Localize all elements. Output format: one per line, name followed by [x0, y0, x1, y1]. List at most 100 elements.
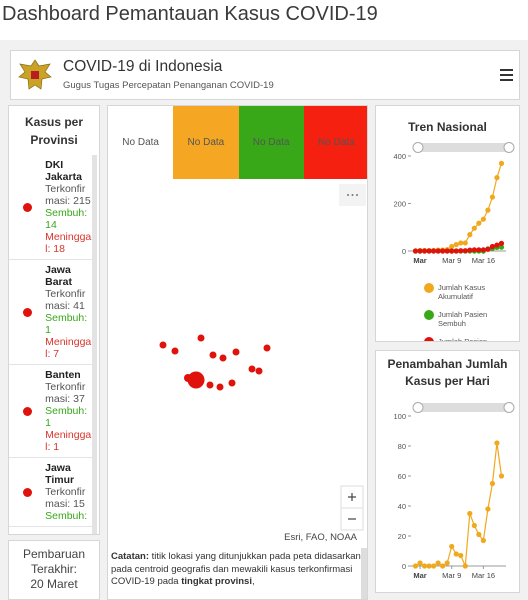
case-dot — [248, 365, 256, 373]
province-name: Jawa Timur — [45, 462, 75, 486]
recovered-label: Sembuh: — [45, 312, 88, 324]
y-tick-label: 200 — [393, 200, 406, 209]
data-point — [498, 160, 505, 166]
recovered-line: Sembuh: 1 — [45, 312, 92, 336]
legend-label: Jumlah Kasus Akumulatif — [438, 283, 486, 301]
legend-box: No Data — [173, 106, 239, 179]
emblem — [18, 59, 52, 90]
case-dot — [159, 341, 167, 349]
map-note: Catatan: titik lokasi yang ditunjukkan p… — [111, 551, 361, 589]
update-panel: Pembaruan Terakhir: 20 Maret — [8, 540, 100, 600]
case-dot — [216, 383, 224, 391]
deaths-value: 1 — [53, 441, 60, 453]
dot-mark — [22, 487, 32, 497]
data-point — [462, 240, 468, 246]
province-item: Jawa Barat Terkonfirmasi: 41 Sembuh: 1 Meni… — [9, 260, 92, 365]
title-bar: Dashboard Pemantauan Kasus COVID-19 — [0, 0, 528, 40]
y-tick-label: 100 — [393, 412, 406, 421]
data-point — [453, 551, 459, 557]
deaths-label: Meninggal: — [45, 336, 92, 360]
data-point — [444, 560, 450, 566]
range-slider — [416, 143, 511, 152]
province-text: Jawa Barat Terkonfirmasi: 41 Sembuh: 1 Meni… — [45, 264, 92, 360]
confirmed-line: Terkonfirmasi: 37 — [45, 381, 92, 405]
more-dot — [347, 194, 349, 196]
province-name: Jawa Barat — [45, 264, 72, 288]
confirmed-label: Terkonfirmasi: — [45, 486, 86, 510]
data-point — [494, 440, 500, 446]
legend-label: Jumlah Pasien Sembuh — [438, 310, 488, 328]
legend-box: No Data — [238, 106, 304, 179]
province-name: Banten — [45, 369, 81, 381]
province-dot — [9, 462, 45, 522]
data-point — [476, 531, 482, 538]
series-line — [415, 163, 503, 252]
deaths-label: Meninggal: — [45, 429, 92, 453]
data-point — [412, 248, 419, 254]
data-point — [498, 240, 505, 246]
data-point — [440, 248, 446, 254]
legend-box: No Data — [108, 106, 174, 179]
recovered-value: 14 — [45, 219, 57, 231]
deaths-line: Meninggal: 18 — [45, 231, 92, 255]
dot-mark — [22, 202, 32, 212]
legend-label: Jumlah Pasien Meninggal — [438, 337, 488, 342]
confirmed-line: Terkonfirmasi: 41 — [45, 288, 92, 312]
scrollbar — [361, 548, 367, 599]
recovered-label: Sembuh: — [45, 510, 88, 522]
case-dots — [159, 334, 271, 391]
case-dot — [187, 371, 205, 389]
confirmed-value: 37 — [73, 393, 85, 405]
legend-item: Jumlah Kasus Akumulatif — [424, 283, 498, 301]
data-point — [444, 248, 450, 254]
data-point — [426, 563, 432, 569]
data-point — [449, 248, 455, 254]
legend-label: No Data — [318, 137, 355, 148]
case-dot — [209, 351, 217, 359]
menu-bar — [500, 69, 513, 71]
chart: 0 200 400 Mar Mar 9 Mar 16 — [393, 142, 515, 265]
legend-swatch — [424, 310, 434, 320]
y-tick-label: 80 — [398, 442, 406, 451]
slider-handle[interactable] — [503, 402, 515, 413]
data-point — [471, 225, 477, 231]
deaths-line: Meninggal: 1 — [45, 429, 92, 453]
x-tick-label: Mar 16 — [472, 256, 495, 265]
chart-title: Tren Nasional — [408, 120, 487, 134]
recovered-label: Sembuh: — [45, 207, 88, 219]
attribution: Esri, FAO, NOAA — [284, 532, 357, 543]
data-point — [462, 248, 468, 254]
menu-bar — [500, 79, 513, 81]
data-point — [431, 563, 437, 569]
recovered-value: 1 — [45, 324, 51, 336]
confirmed-value: 41 — [73, 300, 85, 312]
data-point — [467, 232, 473, 238]
slider-handle[interactable] — [412, 142, 424, 153]
deaths-value: 7 — [53, 348, 60, 360]
data-point — [453, 248, 459, 254]
data-point — [498, 473, 505, 479]
province-name: DKI Jakarta — [45, 159, 82, 183]
case-dot — [228, 379, 236, 387]
data-point — [489, 480, 496, 487]
province-dot — [9, 369, 45, 453]
menu-bar — [500, 74, 513, 76]
x-tick-label: Mar 16 — [472, 571, 495, 580]
data-point — [458, 552, 464, 559]
case-dot — [171, 347, 179, 355]
data-point — [458, 248, 464, 254]
confirmed-value: 15 — [73, 498, 85, 510]
case-dot — [206, 381, 214, 389]
slider-handle[interactable] — [412, 402, 424, 413]
slider-handle[interactable] — [503, 142, 515, 153]
series-line — [415, 442, 503, 567]
menu-icon[interactable] — [499, 67, 515, 83]
data-point — [489, 194, 496, 200]
province-list: DKI Jakarta Terkonfirmasi: 215 Sembuh: 14 M… — [9, 155, 97, 534]
y-tick-label: 0 — [402, 562, 406, 571]
data-point — [412, 563, 419, 569]
map-panel: No Data No Data No Data No Data Esri, FAO, … — [107, 105, 368, 600]
data-point — [435, 248, 441, 254]
recovered-value: 1 — [45, 417, 51, 429]
deaths-line: Meninggal: 7 — [45, 336, 92, 360]
